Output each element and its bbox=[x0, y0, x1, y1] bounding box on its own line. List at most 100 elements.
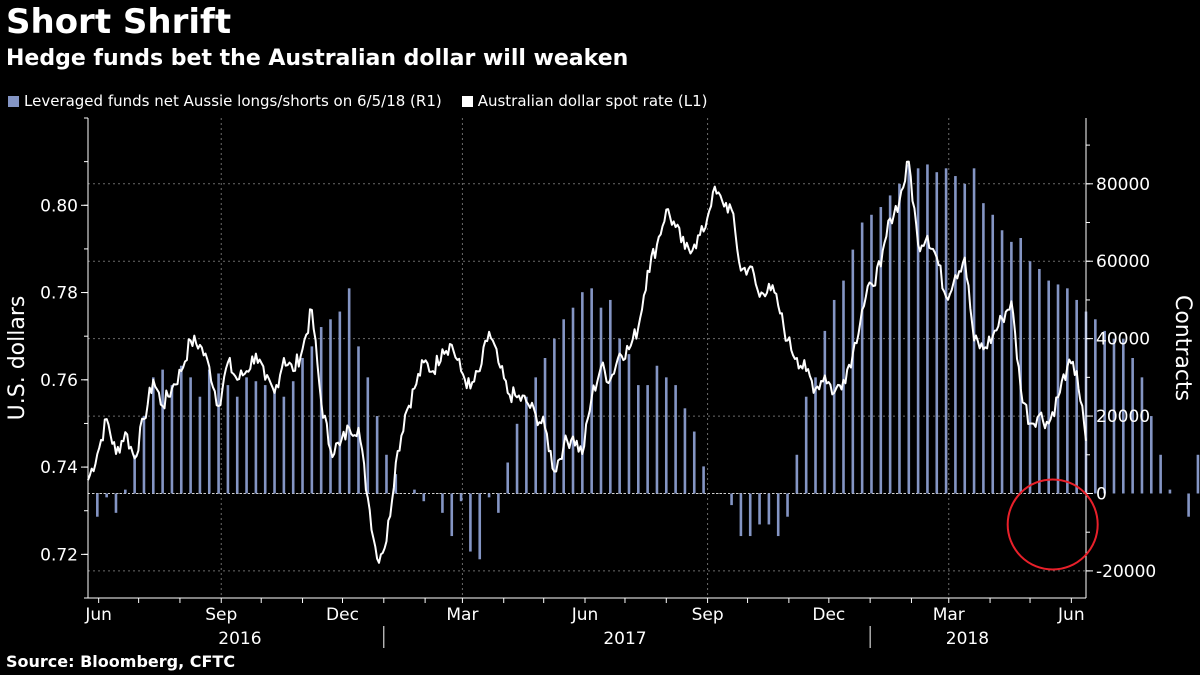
year-label: 2016 bbox=[218, 629, 261, 649]
bar-mark bbox=[888, 195, 892, 494]
bar-mark bbox=[599, 307, 603, 494]
bar-mark bbox=[124, 489, 127, 494]
bar-mark bbox=[273, 388, 276, 494]
year-label: 2017 bbox=[603, 629, 646, 649]
bar-mark bbox=[413, 489, 416, 494]
bar-mark bbox=[291, 381, 295, 494]
x-tick-label: Jun bbox=[571, 605, 599, 625]
bar-mark bbox=[618, 338, 621, 494]
bar-mark bbox=[944, 168, 948, 494]
bar-mark bbox=[571, 307, 575, 494]
grid-lines bbox=[88, 118, 1086, 598]
bar-mark bbox=[609, 299, 612, 494]
bar-mark bbox=[898, 183, 901, 494]
bar-mark bbox=[1056, 284, 1060, 494]
bar-mark bbox=[1047, 280, 1050, 494]
bar-mark bbox=[1168, 489, 1172, 494]
legend-swatch-bars-icon bbox=[8, 95, 19, 107]
bar-mark bbox=[394, 474, 398, 494]
annotation-circle bbox=[1006, 478, 1099, 571]
bar-mark bbox=[954, 176, 957, 494]
bar-mark bbox=[664, 377, 668, 494]
bar-mark bbox=[870, 214, 873, 494]
right-tick-label: 20000 bbox=[1096, 407, 1150, 427]
bar-mark bbox=[1140, 377, 1144, 494]
bar-mark bbox=[142, 416, 146, 494]
bar-mark bbox=[1187, 493, 1190, 517]
line-series bbox=[87, 160, 1087, 564]
bar-mark bbox=[263, 385, 267, 494]
bar-mark bbox=[655, 365, 659, 494]
bar-mark bbox=[776, 493, 780, 537]
bar-mark bbox=[217, 373, 220, 494]
bar-mark bbox=[786, 493, 789, 517]
bar-mark bbox=[170, 385, 174, 494]
bar-mark bbox=[562, 319, 565, 494]
bar-mark bbox=[441, 493, 444, 513]
right-tick-label: 80000 bbox=[1096, 175, 1150, 195]
x-tick-label: Mar bbox=[446, 605, 478, 625]
bar-mark bbox=[972, 168, 976, 494]
legend-swatch-line-icon bbox=[461, 95, 473, 107]
bar-mark bbox=[189, 377, 192, 494]
bar-mark bbox=[329, 319, 332, 494]
bar-mark bbox=[515, 423, 519, 494]
bar-mark bbox=[366, 377, 370, 494]
spot-rate-line bbox=[87, 160, 1087, 564]
bar-mark bbox=[487, 493, 491, 498]
legend-item-bars: Leveraged funds net Aussie longs/shorts … bbox=[8, 92, 442, 110]
axes: 0.72 0.74 0.76 0.78 0.80 -20000 0 20000 40000 600… bbox=[5, 117, 1195, 649]
bar-mark bbox=[478, 493, 482, 560]
left-tick-label: 0.72 bbox=[40, 545, 78, 565]
bar-mark bbox=[758, 493, 761, 525]
bar-mark bbox=[1159, 454, 1162, 494]
bar-mark bbox=[96, 493, 99, 517]
bar-mark bbox=[1112, 338, 1116, 494]
bar-mark bbox=[1000, 230, 1004, 494]
bar-mark bbox=[926, 164, 929, 494]
right-tick-label: 40000 bbox=[1096, 330, 1150, 350]
bar-mark bbox=[674, 385, 677, 494]
bar-mark bbox=[357, 346, 360, 494]
bar-mark bbox=[739, 493, 743, 537]
bar-mark bbox=[375, 416, 379, 494]
bar-mark bbox=[1019, 238, 1023, 494]
x-tick-label: Jun bbox=[1057, 605, 1085, 625]
left-tick-label: 0.76 bbox=[40, 371, 78, 391]
bar-mark bbox=[179, 365, 183, 494]
bar-mark bbox=[301, 358, 304, 494]
bar-mark bbox=[692, 431, 696, 494]
bar-mark bbox=[814, 377, 817, 494]
legend-item-line: Australian dollar spot rate (L1) bbox=[461, 92, 708, 110]
x-tick-label: Mar bbox=[933, 605, 965, 625]
bar-mark bbox=[1196, 454, 1200, 494]
bar-mark bbox=[916, 168, 920, 494]
bar-mark bbox=[1028, 261, 1032, 494]
left-tick-label: 0.78 bbox=[40, 284, 78, 304]
left-axis-title: U.S. dollars bbox=[5, 296, 30, 421]
left-tick-label: 0.74 bbox=[40, 458, 78, 478]
bar-mark bbox=[1122, 338, 1125, 494]
bar-mark bbox=[823, 330, 827, 494]
bar-mark bbox=[851, 249, 855, 494]
bar-mark bbox=[879, 207, 883, 494]
bar-mark bbox=[338, 311, 342, 494]
bar-mark bbox=[105, 493, 108, 498]
x-tick-label: Dec bbox=[326, 605, 359, 625]
bar-mark bbox=[534, 377, 537, 494]
bar-mark bbox=[804, 396, 808, 494]
right-axis-title: Contracts bbox=[1170, 295, 1195, 401]
bar-mark bbox=[226, 385, 230, 494]
bar-mark bbox=[1103, 330, 1106, 494]
bar-mark bbox=[637, 385, 640, 494]
legend-label-line: Australian dollar spot rate (L1) bbox=[477, 92, 708, 110]
chart-title: Short Shrift bbox=[6, 2, 232, 42]
bar-mark bbox=[198, 396, 202, 494]
chart-plot: 0.72 0.74 0.76 0.78 0.80 -20000 0 20000 40000 600… bbox=[5, 117, 1200, 649]
bar-mark bbox=[1066, 288, 1069, 494]
bar-mark bbox=[832, 299, 836, 494]
bar-mark bbox=[963, 183, 967, 494]
bar-mark bbox=[133, 454, 136, 494]
year-label: 2018 bbox=[946, 629, 989, 649]
legend-label-bars: Leveraged funds net Aussie longs/shorts … bbox=[24, 92, 442, 110]
